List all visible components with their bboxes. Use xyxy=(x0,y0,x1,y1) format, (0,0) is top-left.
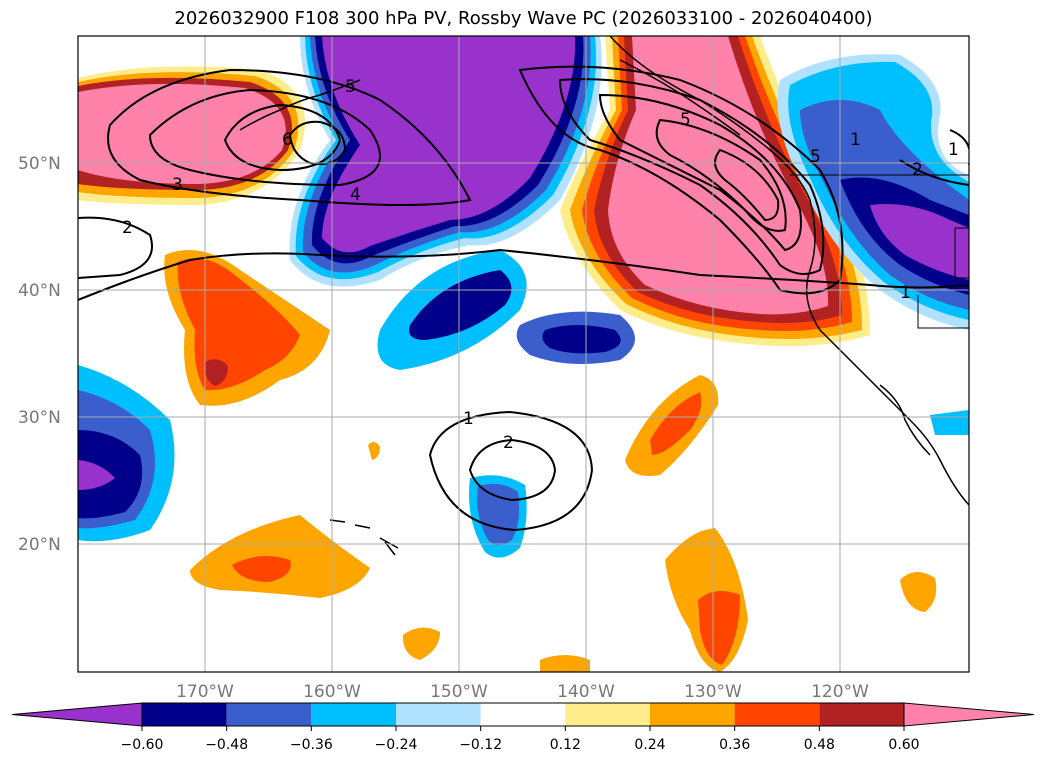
colorbar-swatch xyxy=(226,703,312,726)
anomaly-negative-northeast-purple xyxy=(870,204,969,280)
anomaly-negative-east-small xyxy=(930,410,969,435)
anomaly-positive-small-b xyxy=(540,655,590,672)
aleutian-islands xyxy=(239,79,361,131)
colorbar-tick-label: −0.60 xyxy=(121,737,164,753)
colorbar-ticks: −0.60 −0.48 −0.36 −0.24 −0.12 0.12 0.24 0.36 0.4… xyxy=(121,726,920,753)
anomaly-positive-small-a xyxy=(402,627,440,660)
hawaii-islands xyxy=(329,519,399,556)
colorbar-swatch xyxy=(650,703,735,726)
north-american-coastline xyxy=(609,36,969,506)
colorbar-extension-high xyxy=(903,702,1035,727)
gridlines xyxy=(78,36,969,672)
anomaly-positive-hawaii-red xyxy=(232,556,291,582)
colorbar-tick-label: 0.60 xyxy=(888,737,919,753)
contour-lines xyxy=(78,65,969,532)
colorbar-swatch xyxy=(565,703,650,726)
colorbar-tick-label: 0.48 xyxy=(804,737,835,753)
lat-label-40n: 40°N xyxy=(18,281,61,301)
map-title: 2026032900 F108 300 hPa PV, Rossby Wave … xyxy=(174,8,873,29)
contour-label-group: 2 3 4 5 6 5 5 1 1 2 1 2 1 xyxy=(122,77,959,453)
anomaly-positive-westcoast-pink xyxy=(608,36,829,315)
anomaly-positive-small-c xyxy=(368,441,380,460)
filled-anomalies xyxy=(78,36,969,672)
anomaly-positive-east-central-red xyxy=(650,392,702,455)
contour-label: 1 xyxy=(463,409,474,429)
contour-label: 3 xyxy=(172,175,183,195)
colorbar xyxy=(11,702,1035,727)
anomaly-positive-southeast xyxy=(900,571,937,612)
contour-label: 2 xyxy=(122,218,133,238)
latitude-labels: 50°N 40°N 30°N 20°N xyxy=(18,154,61,555)
colorbar-tick-label: −0.36 xyxy=(290,737,333,753)
colorbar-tick-label: −0.48 xyxy=(205,737,248,753)
alaska-coast xyxy=(619,59,741,136)
baja-california xyxy=(879,384,931,456)
colorbar-extension-low xyxy=(11,702,143,727)
colorbar-swatch xyxy=(819,703,904,726)
coastlines xyxy=(239,36,969,556)
anomaly-positive-northwest-pink xyxy=(78,83,286,184)
lon-label-170w: 170°W xyxy=(176,682,234,702)
lat-label-50n: 50°N xyxy=(18,154,61,174)
lon-label-160w: 160°W xyxy=(303,682,361,702)
contour-label: 2 xyxy=(503,433,514,453)
colorbar-tick-label: 0.12 xyxy=(550,737,581,753)
colorbar-tick-label: 0.24 xyxy=(634,737,665,753)
colorbar-swatch xyxy=(396,703,481,726)
colorbar-swatch xyxy=(734,703,820,726)
contour-label: 1 xyxy=(900,283,911,303)
contour-label: 5 xyxy=(810,147,821,167)
anomaly-positive-westcentral-red xyxy=(204,359,228,386)
lon-label-120w: 120°W xyxy=(811,682,869,702)
map-frame xyxy=(77,35,970,673)
anomaly-negative-alaska-purple xyxy=(322,36,576,253)
anomaly-negative-central-a-navy xyxy=(409,270,512,340)
colorbar-tick-label: 0.36 xyxy=(719,737,750,753)
anomaly-positive-hawaii xyxy=(190,515,370,598)
lat-label-30n: 30°N xyxy=(18,408,61,428)
longitude-labels: 170°W 160°W 150°W 140°W 130°W 120°W xyxy=(176,682,869,702)
contour-label: 1 xyxy=(850,130,861,150)
contour-label: 5 xyxy=(680,110,691,130)
contour-label: 4 xyxy=(350,185,361,205)
contour-label: 1 xyxy=(948,140,959,160)
colorbar-swatch xyxy=(311,703,396,726)
anomaly-positive-south-central-red xyxy=(698,591,740,665)
lon-label-140w: 140°W xyxy=(557,682,615,702)
colorbar-tick-label: −0.24 xyxy=(375,737,418,753)
lat-label-20n: 20°N xyxy=(18,535,61,555)
lon-label-130w: 130°W xyxy=(684,682,742,702)
anomaly-positive-westcentral-orangered xyxy=(177,258,300,391)
colorbar-outline xyxy=(141,702,905,727)
colorbar-swatch xyxy=(142,703,227,726)
anomaly-negative-west-purple xyxy=(78,460,115,490)
lon-label-150w: 150°W xyxy=(430,682,488,702)
contour-label: 2 xyxy=(912,160,923,180)
anomaly-negative-central-b-navy xyxy=(542,325,621,354)
colorbar-swatch xyxy=(480,703,566,726)
contour-label: 5 xyxy=(345,77,356,97)
contour-label: 6 xyxy=(282,130,293,150)
colorbar-tick-label: −0.12 xyxy=(459,737,502,753)
